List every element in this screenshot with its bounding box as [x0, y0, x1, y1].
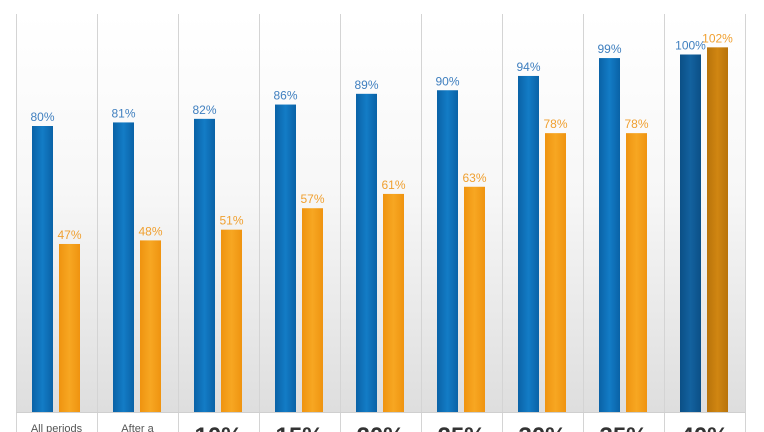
- column-background: [664, 14, 745, 412]
- bar-series-1: [437, 90, 458, 412]
- bar-series-1: [680, 54, 701, 412]
- column-background: [583, 14, 664, 412]
- data-label-series-1: 99%: [597, 42, 621, 56]
- column-background: [16, 14, 97, 412]
- data-label-series-2: 78%: [624, 117, 648, 131]
- bar-series-1: [275, 104, 296, 413]
- column-background: [421, 14, 502, 412]
- bar-series-2: [545, 133, 566, 412]
- bar-series-2: [626, 133, 647, 412]
- x-tick-label: 40%: [680, 423, 728, 432]
- bar-series-2: [221, 229, 242, 412]
- data-label-series-1: 89%: [354, 78, 378, 92]
- bar-series-2: [59, 243, 80, 412]
- x-tick-label: 25%: [437, 423, 485, 432]
- bar-series-1: [194, 118, 215, 412]
- column-background: [178, 14, 259, 412]
- x-tick-label: After a: [121, 423, 154, 432]
- data-label-series-1: 82%: [192, 103, 216, 117]
- x-tick-label: All periods: [31, 423, 83, 432]
- column-background: [259, 14, 340, 412]
- bar-series-1: [599, 58, 620, 412]
- data-label-series-2: 63%: [462, 171, 486, 185]
- data-label-series-2: 47%: [57, 228, 81, 242]
- bar-series-1: [32, 126, 53, 412]
- x-tick-label: 35%: [599, 423, 647, 432]
- data-label-series-1: 94%: [516, 60, 540, 74]
- data-label-series-1: 90%: [435, 74, 459, 88]
- bar-series-1: [356, 93, 377, 412]
- data-label-series-1: 86%: [273, 89, 297, 103]
- x-tick-label: 10%: [194, 423, 242, 432]
- x-tick-label: 20%: [356, 423, 404, 432]
- x-tick-label: 30%: [518, 423, 566, 432]
- bar-series-1: [113, 122, 134, 413]
- data-label-series-2: 48%: [138, 224, 162, 238]
- data-label-series-1: 100%: [675, 39, 706, 53]
- column-background: [340, 14, 421, 412]
- data-label-series-1: 81%: [111, 106, 135, 120]
- data-label-series-2: 78%: [543, 117, 567, 131]
- data-label-series-2: 57%: [300, 192, 324, 206]
- bar-series-2: [302, 208, 323, 412]
- data-label-series-1: 80%: [30, 110, 54, 124]
- bar-series-1: [518, 75, 539, 412]
- bar-series-2: [464, 186, 485, 412]
- column-background: [97, 14, 178, 412]
- data-label-series-2: 61%: [381, 178, 405, 192]
- bar-series-2: [707, 47, 728, 412]
- column-background: [502, 14, 583, 412]
- bar-series-2: [383, 193, 404, 412]
- data-label-series-2: 102%: [702, 31, 733, 45]
- bar-series-2: [140, 240, 161, 412]
- x-tick-label: 15%: [275, 423, 323, 432]
- data-label-series-2: 51%: [219, 214, 243, 228]
